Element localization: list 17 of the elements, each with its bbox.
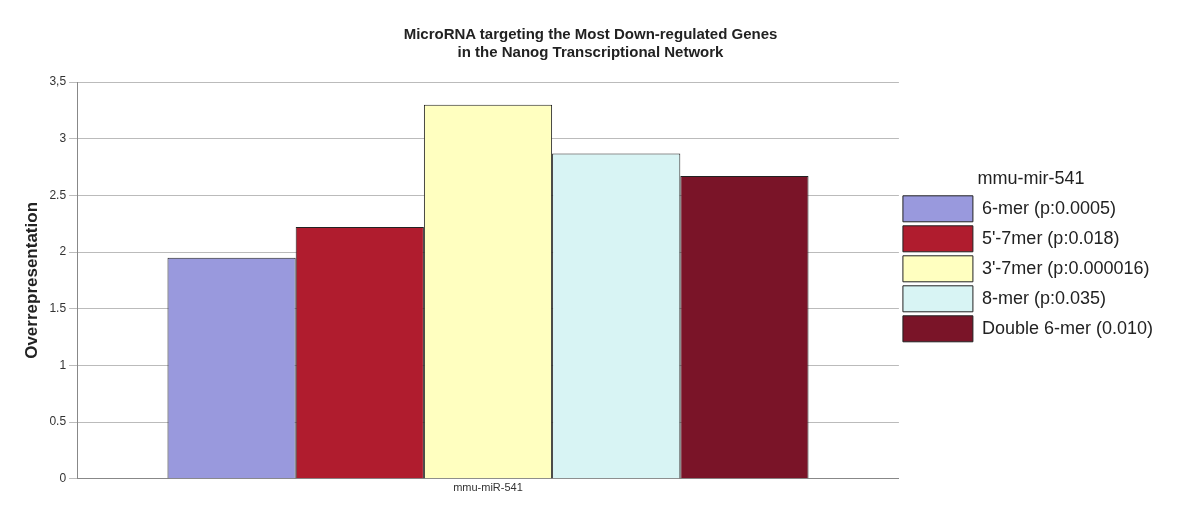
y-tick-label: 3,5 (49, 74, 67, 89)
x-tick-label: mmu-miR-541 (453, 481, 523, 494)
y-tick-label: 2 (59, 244, 67, 259)
legend-title: mmu-mir-541 (977, 168, 1085, 189)
y-tick-label: 1 (59, 357, 67, 372)
legend-label: 6-mer (p:0.0005) (981, 197, 1116, 218)
y-tick-label: 0.5 (49, 414, 67, 429)
legend-label: 5'-7mer (p:0.018) (981, 227, 1120, 248)
y-axis-title: Overrepresentation (21, 201, 41, 359)
legend-label: Double 6-mer (0.010) (981, 317, 1154, 338)
y-tick-label: 1.5 (49, 301, 67, 316)
legend-label: 3'-7mer (p:0.000016) (981, 257, 1150, 278)
chart-title: MicroRNA targeting the Most Down-regulated Genes in the Nanog Transcriptional Network (403, 25, 778, 61)
y-tick-label: 3 (59, 131, 67, 145)
legend-label: 8-mer (p:0.035) (981, 287, 1106, 308)
y-tick-label: 0 (59, 471, 67, 486)
y-tick-label: 2.5 (49, 187, 67, 202)
